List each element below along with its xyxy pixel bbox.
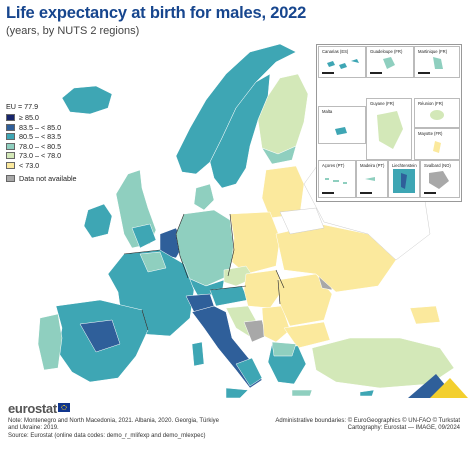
region-spain-central xyxy=(79,319,121,353)
inset-svalbard: Svalbard (NO) xyxy=(420,160,460,198)
region-crete xyxy=(291,389,313,397)
legend-label: 78.0 – < 80.5 xyxy=(19,141,62,151)
legend-label: < 73.0 xyxy=(19,160,40,170)
region-norway xyxy=(175,43,297,175)
region-hungary-slovakia xyxy=(243,269,285,309)
inset-liechtenstein: Liechtenstein xyxy=(388,160,420,198)
legend-swatch xyxy=(6,114,15,122)
region-belarus xyxy=(279,207,325,235)
region-denmark xyxy=(193,183,215,211)
legend-item: < 73.0 xyxy=(6,161,77,171)
footnote: Note: Montenegro and North Macedonia, 20… xyxy=(8,418,220,432)
legend-swatch xyxy=(6,161,15,169)
region-cyprus xyxy=(359,389,375,397)
credits: Administrative boundaries: © EuroGeograp… xyxy=(275,418,460,433)
legend-eu-average: EU = 77.9 xyxy=(6,102,39,111)
legend-label: 80.5 – < 83.5 xyxy=(19,132,62,142)
region-sicily xyxy=(225,387,249,398)
legend-item: 80.5 – < 83.5 xyxy=(6,132,77,142)
legend-item-na: Data not available xyxy=(6,174,77,184)
legend-swatch xyxy=(6,175,15,183)
page-title: Life expectancy at birth for males, 2022 xyxy=(6,4,307,22)
region-finland xyxy=(257,73,309,155)
legend-label: 83.5 – < 85.0 xyxy=(19,122,62,132)
region-greece-north xyxy=(271,341,297,357)
inset-malta: Malta xyxy=(318,106,366,144)
legend-swatch xyxy=(6,133,15,141)
legend-label: 73.0 – < 78.0 xyxy=(19,151,62,161)
inset-guyane: Guyane (FR) xyxy=(366,98,412,160)
legend-item: 83.5 – < 85.0 xyxy=(6,123,77,133)
region-uk-south xyxy=(131,223,157,249)
region-iceland xyxy=(61,85,113,115)
region-ukraine xyxy=(275,223,397,293)
region-turkey xyxy=(311,337,455,389)
region-portugal xyxy=(37,313,63,371)
eurostat-logo: eurostat xyxy=(8,401,57,416)
legend-swatch xyxy=(6,152,15,160)
legend-swatch xyxy=(6,142,15,150)
eurostat-arrow-graphic xyxy=(408,374,468,398)
legend-label: ≥ 85.0 xyxy=(19,113,39,123)
inset-madeira: Madeira (PT) xyxy=(356,160,388,198)
inset-canarias: Canarias (ES) xyxy=(318,46,366,78)
source-note: Source: Eurostat (online data codes: dem… xyxy=(8,433,206,439)
region-sardinia xyxy=(191,341,205,367)
region-italy-south xyxy=(235,357,263,387)
map-legend: EU = 77.9 ≥ 85.0 83.5 – < 85.0 80.5 – < … xyxy=(6,102,77,184)
credits-cartography: Cartography: Eurostat — IMAGE, 09/2024 xyxy=(347,425,460,432)
inset-martinique: Martinique (FR) xyxy=(414,46,460,78)
credits-boundaries: Administrative boundaries: © EuroGeograp… xyxy=(275,418,460,424)
inset-acores: Açores (PT) xyxy=(318,160,356,198)
legend-item: 78.0 – < 80.5 xyxy=(6,142,77,152)
inset-guadeloupe: Guadeloupe (FR) xyxy=(366,46,414,78)
region-poland xyxy=(229,211,281,275)
region-georgia xyxy=(409,305,441,325)
inset-reunion: Réunion (FR) xyxy=(414,98,460,128)
region-finland-south xyxy=(261,145,297,165)
legend-item: ≥ 85.0 xyxy=(6,113,77,123)
region-france-north xyxy=(139,251,167,273)
legend-swatch xyxy=(6,123,15,131)
region-ireland xyxy=(83,203,113,239)
region-bulgaria xyxy=(283,321,331,349)
inset-mayotte: Mayotte (FR) xyxy=(414,128,460,160)
country-borders xyxy=(123,213,285,331)
legend-label: Data not available xyxy=(19,174,77,184)
region-serbia xyxy=(261,305,291,343)
page-subtitle: (years, by NUTS 2 regions) xyxy=(6,25,140,37)
eu-flag-icon xyxy=(58,403,70,412)
legend-item: 73.0 – < 78.0 xyxy=(6,151,77,161)
